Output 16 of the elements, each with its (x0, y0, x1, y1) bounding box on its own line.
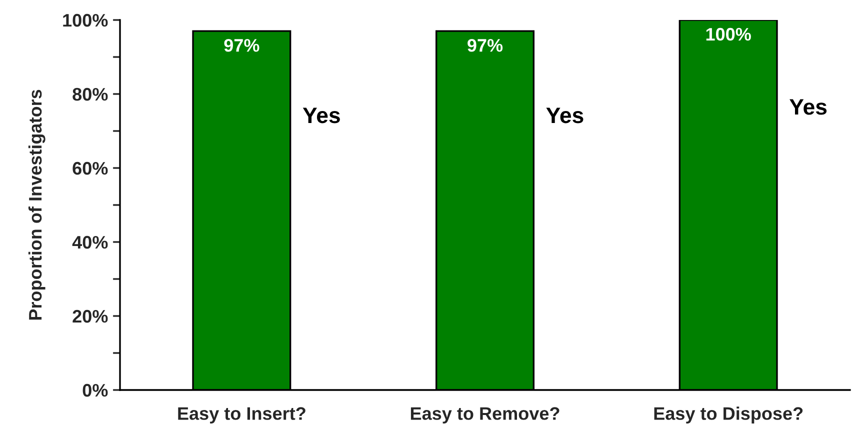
y-tick-label: 0% (82, 384, 108, 397)
text: Yes (302, 108, 340, 124)
x-tick-label: Easy to Dispose? (654, 406, 803, 424)
x-tick-label: Easy to Insert? (178, 407, 306, 424)
series-label: Yes (790, 99, 827, 115)
x-tick-label: Easy to Remove? (410, 407, 560, 424)
y-tick-label: 80% (72, 88, 108, 101)
text: Yes (546, 108, 584, 124)
data-label: 97% (224, 38, 260, 52)
y-tick-label: 60% (72, 162, 108, 175)
data-label: 97% (468, 38, 503, 52)
y-tick-label: 40% (72, 236, 108, 249)
y-tick-label: 20% (72, 310, 108, 323)
y-axis-title: Proportion of Investigators (28, 90, 46, 320)
data-label: 100% (706, 28, 751, 41)
y-tick-label: 100% (63, 14, 108, 27)
